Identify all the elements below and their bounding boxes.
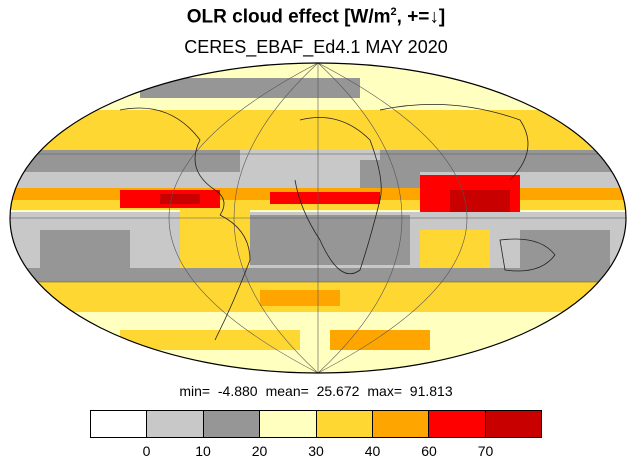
colorbar-tick-label: 70 xyxy=(477,443,494,459)
colorbar-segment xyxy=(147,411,204,437)
map-title: OLR cloud effect [W/m2, +=↓] xyxy=(186,6,446,28)
mean-value: mean= 25.672 xyxy=(265,383,360,399)
colorbar-segment xyxy=(91,411,148,437)
max-value: max= 91.813 xyxy=(367,383,453,399)
colorbar xyxy=(90,410,542,438)
colorbar-tick-label: 0 xyxy=(142,443,151,459)
min-value: min= -4.880 xyxy=(179,383,258,399)
colorbar-segment xyxy=(429,411,486,437)
colorbar-ticks: 0 10 20 30 40 60 70 xyxy=(90,443,542,463)
colorbar-tick-label: 10 xyxy=(195,443,211,459)
colorbar-segment xyxy=(485,411,541,437)
colorbar-tick-label: 60 xyxy=(421,443,437,459)
world-map xyxy=(9,62,627,374)
colorbar-segment xyxy=(316,411,373,437)
colorbar-segment xyxy=(372,411,430,437)
stats-line: min= -4.880 mean= 25.672 max= 91.813 xyxy=(0,383,632,399)
colorbar-segment xyxy=(260,411,317,437)
colorbar-segment xyxy=(203,411,261,437)
colorbar-tick-label: 20 xyxy=(251,443,268,459)
colorbar-tick-label: 30 xyxy=(308,443,324,459)
map-subtitle: CERES_EBAF_Ed4.1 MAY 2020 xyxy=(184,37,448,57)
colorbar-tick-label: 40 xyxy=(364,443,381,459)
